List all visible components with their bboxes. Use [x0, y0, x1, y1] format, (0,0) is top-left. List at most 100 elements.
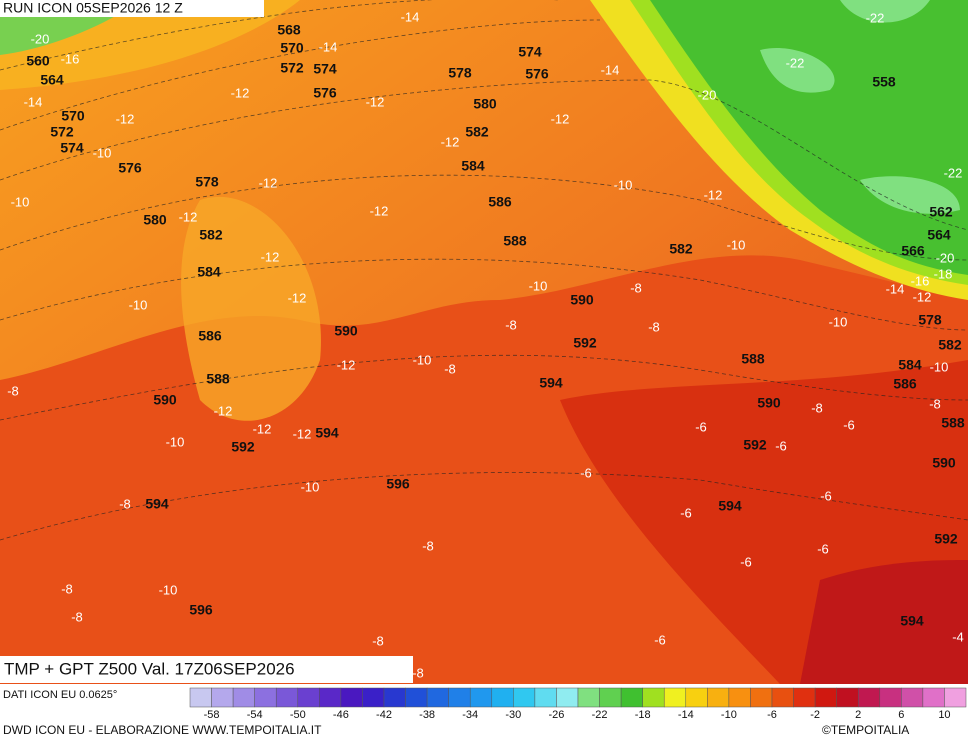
colorbar-swatch — [513, 687, 536, 708]
height-label: 584 — [461, 158, 485, 174]
temperature-label: -6 — [580, 465, 592, 480]
temperature-label: -14 — [319, 39, 338, 54]
temperature-label: -12 — [231, 85, 250, 100]
temperature-label: -18 — [934, 266, 953, 281]
temperature-label: -8 — [119, 496, 131, 511]
colorbar-label: -6 — [767, 709, 777, 721]
temperature-labels: -20 -16 -14 -12 -14 -14 -12 -12 -10 -12 -12 -12 -12 -… — [7, 9, 964, 680]
height-label: 588 — [503, 233, 527, 249]
temperature-label: -12 — [337, 357, 356, 372]
colorbar-label: -2 — [810, 709, 820, 721]
temperature-label: -10 — [93, 145, 112, 160]
colorbar-swatch — [944, 687, 967, 708]
height-label: 572 — [280, 60, 304, 76]
temperature-label: -12 — [214, 403, 233, 418]
height-label: 586 — [198, 328, 222, 344]
height-label: 592 — [743, 437, 767, 453]
temperature-label: -22 — [786, 55, 805, 70]
temperature-label: -12 — [441, 134, 460, 149]
colorbar-swatch — [297, 687, 320, 708]
temperature-label: -14 — [886, 281, 905, 296]
height-label: 560 — [26, 53, 50, 69]
height-label: 576 — [118, 160, 142, 176]
height-label: 584 — [197, 264, 221, 280]
height-label: 596 — [189, 602, 213, 618]
colorbar-label: -26 — [548, 709, 564, 721]
copyright: ©TEMPOITALIA — [822, 723, 909, 737]
temperature-label: -8 — [61, 581, 73, 596]
colorbar-label: 10 — [938, 709, 950, 721]
temperature-label: -10 — [11, 194, 30, 209]
temperature-label: -8 — [630, 280, 642, 295]
temperature-label: -16 — [61, 51, 80, 66]
height-label: 574 — [60, 140, 84, 156]
temperature-label: -20 — [698, 87, 717, 102]
colorbar-swatch — [362, 687, 385, 708]
height-label: 590 — [153, 392, 177, 408]
run-title: RUN ICON 05SEP2026 12 Z — [3, 0, 183, 16]
temperature-label: -8 — [505, 317, 517, 332]
colorbar-label: -58 — [204, 709, 220, 721]
colorbar-swatch — [901, 687, 924, 708]
temperature-label: -8 — [372, 633, 384, 648]
height-label: 590 — [932, 455, 956, 471]
height-label: 580 — [143, 212, 167, 228]
colorbar-swatch — [685, 687, 708, 708]
height-label: 570 — [61, 108, 85, 124]
colorbar-label: -18 — [635, 709, 651, 721]
temperature-label: -14 — [601, 62, 620, 77]
colorbar-label: -14 — [678, 709, 694, 721]
height-label: 574 — [313, 61, 337, 77]
colorbar-label: -34 — [462, 709, 478, 721]
credit: DWD ICON EU - ELABORAZIONE WWW.TEMPOITAL… — [3, 723, 322, 737]
temperature-label: -22 — [866, 10, 885, 25]
temperature-label: -6 — [820, 488, 832, 503]
colorbar-swatch — [750, 687, 773, 708]
temperature-label: -8 — [444, 361, 456, 376]
colorbar-swatch — [275, 687, 299, 708]
temperature-label: -16 — [911, 273, 930, 288]
temperature-label: -12 — [259, 175, 278, 190]
temperature-label: -12 — [370, 203, 389, 218]
height-label: 588 — [206, 371, 230, 387]
colorbar-swatch — [383, 687, 406, 708]
colorbar-label: -22 — [592, 709, 608, 721]
product-title: TMP + GPT Z500 Val. 17Z06SEP2026 — [4, 659, 295, 678]
height-label: 590 — [570, 292, 594, 308]
temperature-label: -10 — [529, 278, 548, 293]
colorbar-swatch — [319, 687, 342, 708]
colorbar-swatch — [879, 687, 902, 708]
height-label: 586 — [488, 194, 512, 210]
temperature-label: -6 — [654, 632, 666, 647]
colorbar-label: -38 — [419, 709, 435, 721]
colorbar-swatch — [728, 687, 751, 708]
height-label: 558 — [872, 74, 896, 90]
height-label: 582 — [669, 241, 693, 257]
height-label: 590 — [334, 323, 358, 339]
height-label: 576 — [525, 66, 549, 82]
colorbar-swatch — [857, 687, 881, 708]
height-label: 564 — [927, 227, 951, 243]
temperature-label: -8 — [929, 396, 941, 411]
temperature-label: -10 — [829, 314, 848, 329]
height-label: 582 — [199, 227, 223, 243]
temperature-label: -12 — [261, 249, 280, 264]
temperature-label: -8 — [7, 383, 19, 398]
temperature-label: -12 — [288, 290, 307, 305]
temperature-label: -10 — [930, 359, 949, 374]
height-label: 568 — [277, 22, 301, 38]
colorbar-swatch — [340, 687, 363, 708]
colorbar-label: -46 — [333, 709, 349, 721]
height-label: 592 — [573, 335, 597, 351]
temperature-label: -6 — [775, 438, 787, 453]
temperature-label: -8 — [811, 400, 823, 415]
temperature-label: -20 — [31, 31, 50, 46]
temperature-label: -10 — [166, 434, 185, 449]
colorbar-swatch — [577, 687, 600, 708]
colorbar-swatch — [793, 687, 816, 708]
colorbar-swatch — [426, 687, 449, 708]
colorbar-label: -50 — [290, 709, 306, 721]
height-label: 574 — [518, 44, 542, 60]
colorbar-swatch — [599, 687, 622, 708]
